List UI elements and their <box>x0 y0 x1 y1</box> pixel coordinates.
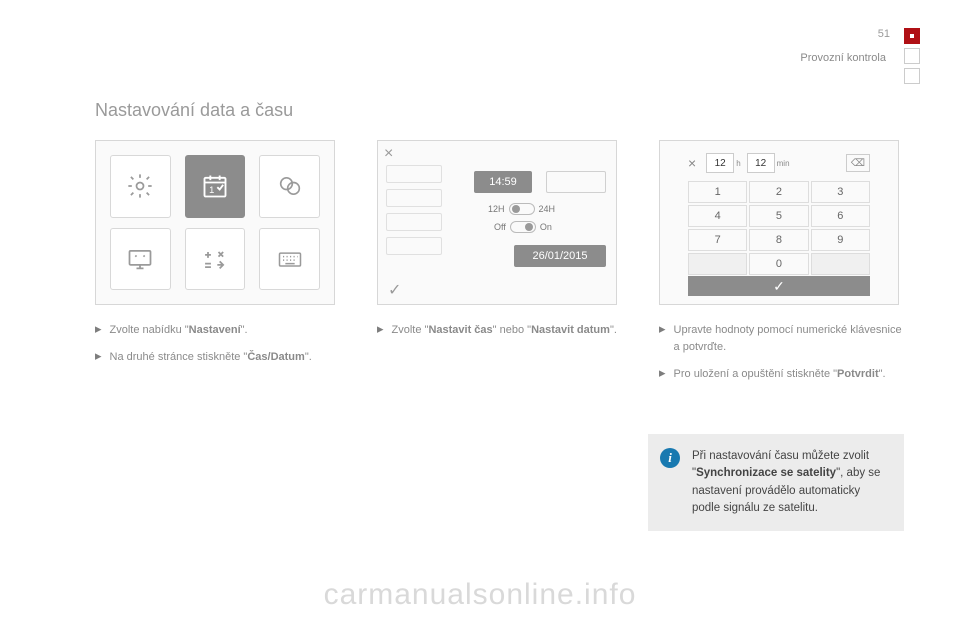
gear-icon <box>126 172 154 200</box>
toggle-left-label: 12H <box>488 204 505 214</box>
arrow-icon: ▸ <box>659 322 666 356</box>
key-0[interactable]: 0 <box>749 253 808 275</box>
caption-item: ▸ Zvolte "Nastavit čas" nebo "Nastavit d… <box>377 322 623 339</box>
math-icon <box>201 245 229 273</box>
caption-item: ▸ Pro uložení a opuštění stiskněte "Potv… <box>659 366 905 383</box>
info-icon: i <box>660 448 680 468</box>
arrow-icon: ▸ <box>377 322 384 339</box>
caption-col-2: ▸ Zvolte "Nastavit čas" nebo "Nastavit d… <box>377 322 623 393</box>
backspace-icon[interactable]: ⌫ <box>846 154 870 172</box>
time-set-button[interactable] <box>546 171 606 193</box>
minute-field[interactable]: 12 <box>747 153 775 173</box>
tab-3[interactable] <box>904 68 920 84</box>
key-7[interactable]: 7 <box>688 229 747 251</box>
switch-icon[interactable] <box>509 203 535 215</box>
close-icon[interactable]: × <box>384 145 393 163</box>
key-2[interactable]: 2 <box>749 181 808 203</box>
panel-menu: 1 <box>95 140 335 305</box>
hour-field[interactable]: 12 <box>706 153 734 173</box>
arrow-icon: ▸ <box>659 366 666 383</box>
key-9[interactable]: 9 <box>811 229 870 251</box>
watermark: carmanualsonline.info <box>0 578 960 612</box>
tab-active[interactable] <box>904 28 920 44</box>
close-icon[interactable]: × <box>688 155 696 171</box>
note-bold: Synchronizace se satelity <box>696 467 836 479</box>
header: 51 Provozní kontrola <box>40 28 920 84</box>
tile-gear[interactable] <box>110 155 171 218</box>
key-6[interactable]: 6 <box>811 205 870 227</box>
tile-math[interactable] <box>185 228 246 291</box>
panels-row: 1 <box>95 140 905 305</box>
caption-col-3: ▸ Upravte hodnoty pomocí numerické kláve… <box>659 322 905 393</box>
panel-keypad: × 12 h 12 min ⌫ 1 2 3 4 5 6 7 8 9 <box>659 140 899 305</box>
panel2-sidebar <box>386 165 442 255</box>
svg-text:1: 1 <box>209 185 214 195</box>
captions-row: ▸ Zvolte nabídku "Nastavení". ▸ Na druhé… <box>95 322 905 393</box>
tab-2[interactable] <box>904 48 920 64</box>
info-note: i Při nastavování času můžete zvolit "Sy… <box>648 434 904 531</box>
key-3[interactable]: 3 <box>811 181 870 203</box>
caption-col-1: ▸ Zvolte nabídku "Nastavení". ▸ Na druhé… <box>95 322 341 393</box>
arrow-icon: ▸ <box>95 349 102 366</box>
key-8[interactable]: 8 <box>749 229 808 251</box>
sidebar-row[interactable] <box>386 165 442 183</box>
arrow-icon: ▸ <box>95 322 102 339</box>
time-value[interactable]: 14:59 <box>474 171 532 193</box>
screen-settings-icon <box>126 245 154 273</box>
key-blank <box>811 253 870 275</box>
toggle-off-on[interactable]: Off On <box>494 221 552 233</box>
toggle-right-label: 24H <box>539 204 556 214</box>
hour-unit: h <box>736 159 740 168</box>
minute-unit: min <box>777 159 790 168</box>
toggle-12-24[interactable]: 12H 24H <box>488 203 555 215</box>
sidebar-row[interactable] <box>386 237 442 255</box>
tile-keyboard[interactable] <box>259 228 320 291</box>
sidebar-row[interactable] <box>386 189 442 207</box>
date-value[interactable]: 26/01/2015 <box>514 245 606 267</box>
confirm-button[interactable]: ✓ <box>688 276 870 296</box>
key-blank <box>688 253 747 275</box>
switch-icon[interactable] <box>510 221 536 233</box>
sidebar-row[interactable] <box>386 213 442 231</box>
note-line: Při nastavování času můžete zvolit <box>692 450 869 462</box>
side-tabs <box>904 28 920 84</box>
key-5[interactable]: 5 <box>749 205 808 227</box>
caption-item: ▸ Upravte hodnoty pomocí numerické kláve… <box>659 322 905 356</box>
keyboard-icon <box>276 245 304 273</box>
toggle-left-label: Off <box>494 222 506 232</box>
key-4[interactable]: 4 <box>688 205 747 227</box>
caption-item: ▸ Na druhé stránce stiskněte "Čas/Datum"… <box>95 349 341 366</box>
calendar-icon: 1 <box>201 172 229 200</box>
tile-coins[interactable] <box>259 155 320 218</box>
tile-calendar-selected[interactable]: 1 <box>185 155 246 218</box>
page-number: 51 <box>878 28 890 40</box>
panel-time-date: × 14:59 12H 24H Off On <box>377 140 617 305</box>
keypad: 1 2 3 4 5 6 7 8 9 0 <box>688 181 870 275</box>
key-1[interactable]: 1 <box>688 181 747 203</box>
toggle-right-label: On <box>540 222 552 232</box>
tile-screen[interactable] <box>110 228 171 291</box>
section-label: Provozní kontrola <box>800 52 886 64</box>
confirm-check-icon[interactable]: ✓ <box>388 280 401 300</box>
coins-icon <box>276 172 304 200</box>
page-title: Nastavování data a času <box>95 100 293 121</box>
caption-item: ▸ Zvolte nabídku "Nastavení". <box>95 322 341 339</box>
